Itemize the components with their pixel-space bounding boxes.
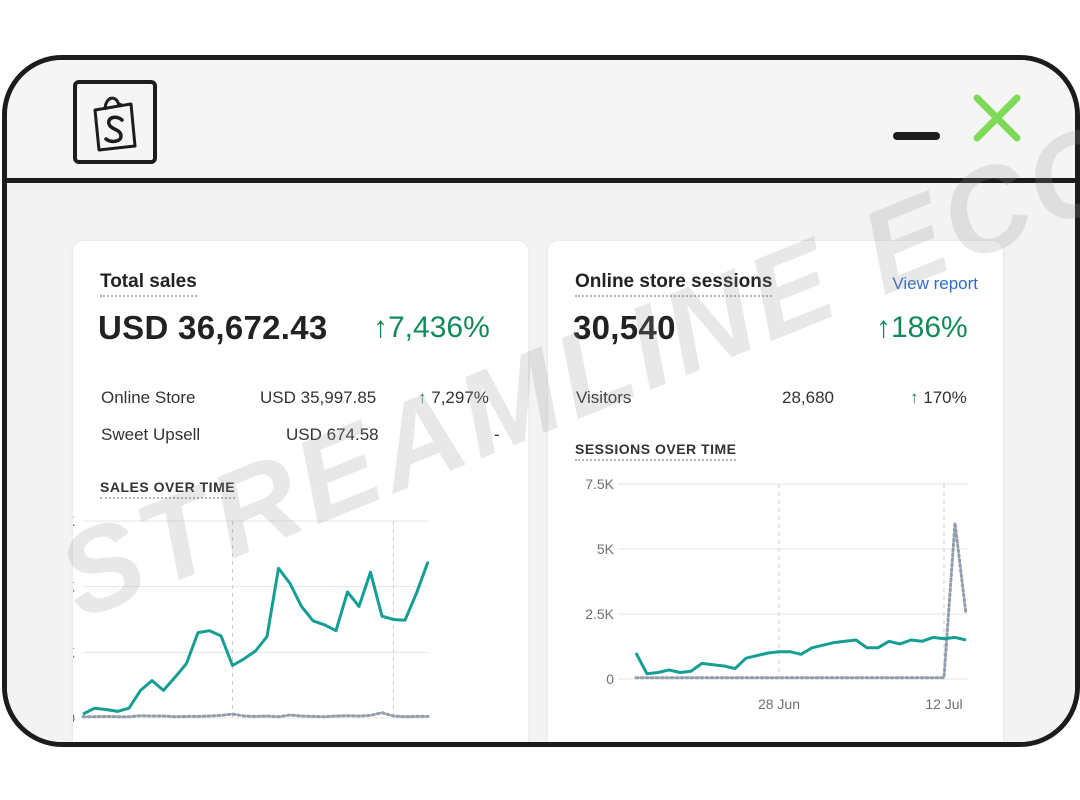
sessions-over-time-chart: 7.5K 5K 2.5K 0 28 Jun 12 Jul — [585, 476, 968, 712]
row-change-online-store: ↑ 7,297% — [418, 388, 489, 408]
y-tick-label: 7.5K — [585, 476, 614, 492]
arrow-up-icon: ↑ — [910, 388, 919, 407]
change-value: 170% — [923, 388, 967, 407]
change-value: 7,297% — [431, 388, 489, 407]
current-series-line — [634, 635, 967, 676]
app-window: Total sales USD 36,672.43 ↑7,436% Online… — [2, 55, 1080, 747]
y-tick-label: 5K — [597, 541, 615, 557]
shopify-bag-icon — [93, 96, 137, 152]
sessions-value: 30,540 — [573, 309, 676, 346]
row-change-sweet-upsell: - — [494, 425, 500, 444]
y-tick-label: 0 — [73, 710, 75, 726]
close-icon[interactable] — [969, 90, 1025, 146]
sessions-change: ↑186% — [876, 311, 968, 344]
x-tick-label: 28 Jun — [758, 696, 800, 712]
current-series-line — [82, 561, 430, 716]
arrow-up-icon: ↑ — [418, 388, 427, 407]
shopify-logo — [73, 80, 157, 164]
row-value-sweet-upsell: USD 674.58 — [286, 425, 379, 444]
comparison-series-line — [81, 711, 430, 719]
sales-chart-title: SALES OVER TIME — [100, 479, 236, 499]
x-tick-label: 12 Jul — [925, 696, 962, 712]
title-bar — [7, 60, 1075, 183]
comparison-series-line — [634, 522, 968, 680]
view-report-link[interactable]: View report — [892, 274, 978, 293]
minimize-button[interactable] — [893, 132, 940, 140]
total-sales-value: USD 36,672.43 — [98, 309, 328, 346]
sessions-card: Online store sessions View report 30,540… — [548, 241, 1003, 742]
total-sales-card: Total sales USD 36,672.43 ↑7,436% Online… — [73, 241, 528, 742]
row-label-sweet-upsell: Sweet Upsell — [101, 425, 201, 444]
sessions-chart-title: SESSIONS OVER TIME — [575, 441, 737, 461]
row-label-online-store: Online Store — [101, 388, 196, 407]
sales-over-time-chart: 3K 2K 1K 0 — [73, 513, 430, 726]
total-sales-title[interactable]: Total sales — [100, 271, 197, 297]
row-label-visitors: Visitors — [576, 388, 632, 407]
y-tick-label: 3K — [73, 513, 76, 529]
y-tick-label: 2.5K — [585, 606, 614, 622]
y-tick-label: 1K — [73, 644, 76, 660]
y-tick-label: 2K — [73, 579, 76, 595]
row-value-visitors: 28,680 — [782, 388, 834, 407]
sessions-title[interactable]: Online store sessions — [575, 271, 773, 297]
row-value-online-store: USD 35,997.85 — [260, 388, 377, 407]
dashboard-content: Total sales USD 36,672.43 ↑7,436% Online… — [7, 183, 1075, 742]
y-tick-label: 0 — [606, 671, 614, 687]
total-sales-change: ↑7,436% — [373, 311, 490, 344]
row-change-visitors: ↑ 170% — [910, 388, 967, 408]
